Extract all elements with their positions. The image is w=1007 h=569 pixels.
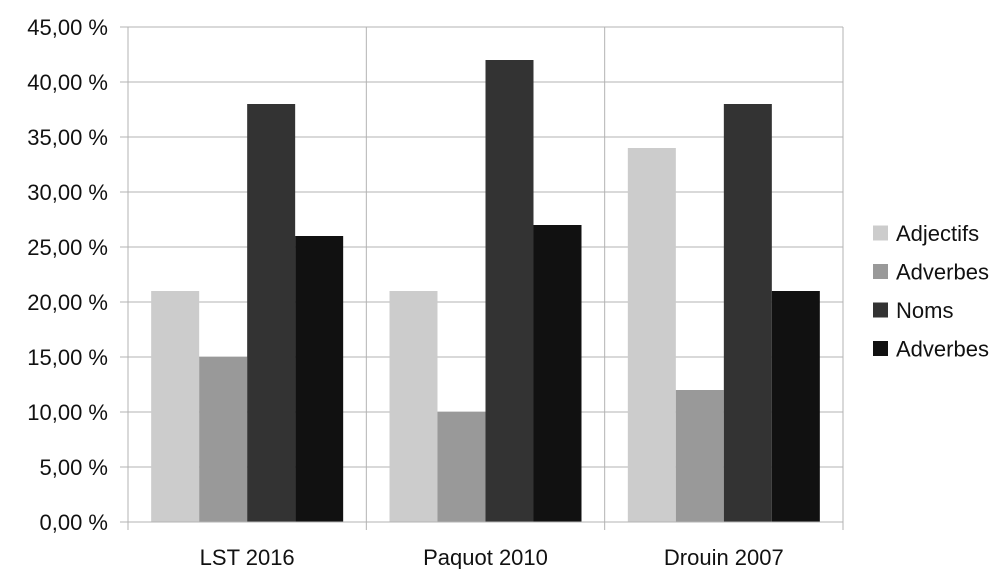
legend-label: Adverbes <box>896 260 989 285</box>
legend-swatch <box>873 264 888 279</box>
x-category-label: Paquot 2010 <box>423 545 548 569</box>
bar-adverbes-lst-2016 <box>199 357 248 522</box>
y-tick-label: 5,00 % <box>40 455 109 480</box>
legend-swatch <box>873 225 888 241</box>
bar-adjectifs-lst-2016 <box>151 291 200 522</box>
legend-swatch <box>873 302 888 318</box>
bar-adverbes-drouin-2007 <box>675 390 724 522</box>
y-tick-label: 35,00 % <box>27 125 108 150</box>
bar-adverbes-paquot-2010 <box>533 225 582 522</box>
y-tick-label: 25,00 % <box>27 235 108 260</box>
y-tick-label: 20,00 % <box>27 290 108 315</box>
legend-label: Adverbes <box>896 337 989 362</box>
legend-label: Adjectifs <box>896 221 979 246</box>
y-tick-label: 0,00 % <box>40 510 109 535</box>
axes: 0,00 % 5,00 % 10,00 % 15,00 % 20,00 % 25,00 %… <box>27 15 844 569</box>
bar-adjectifs-drouin-2007 <box>627 148 676 522</box>
bar-adjectifs-paquot-2010 <box>389 291 438 522</box>
y-tick-label: 40,00 % <box>27 70 108 95</box>
x-category-label: Drouin 2007 <box>664 545 784 569</box>
bar-adverbes-lst-2016 <box>295 236 344 522</box>
bar-noms-paquot-2010 <box>485 60 534 522</box>
legend-label: Noms <box>896 298 953 323</box>
bar-adverbes-drouin-2007 <box>771 291 820 522</box>
legend-swatch <box>873 341 888 356</box>
y-tick-label: 30,00 % <box>27 180 108 205</box>
y-tick-label: 15,00 % <box>27 345 108 370</box>
bars <box>151 60 820 522</box>
bar-noms-drouin-2007 <box>723 104 772 522</box>
bar-noms-lst-2016 <box>247 104 296 522</box>
bar-adverbes-paquot-2010 <box>437 412 486 522</box>
x-category-label: LST 2016 <box>200 545 295 569</box>
y-tick-label: 10,00 % <box>27 400 108 425</box>
y-tick-label: 45,00 % <box>27 15 108 40</box>
legend: Adjectifs Adverbes Noms Adverbes <box>873 221 989 362</box>
